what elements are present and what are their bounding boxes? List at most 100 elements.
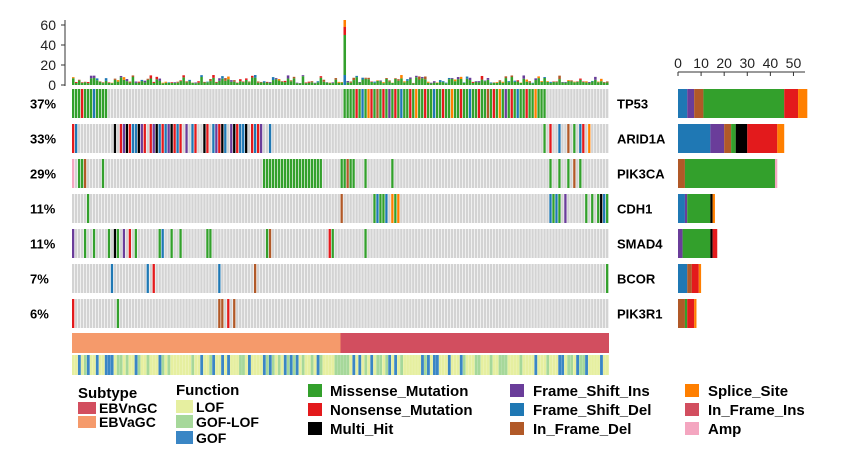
cell-tp53-nonsense <box>370 89 373 118</box>
top-bar-missense <box>462 82 466 85</box>
cell-bcor-empty <box>101 264 105 293</box>
cell-cdh1-empty <box>355 194 358 223</box>
top-bar-nonsense-mutation <box>471 81 475 83</box>
top-tick-label-40: 40 <box>40 37 56 53</box>
cell-tp53-splice-site <box>534 89 537 118</box>
cell-smad4-empty <box>409 229 412 258</box>
function-cell-lof <box>522 355 526 375</box>
cell-bcor-empty <box>468 264 472 293</box>
top-bar-frame-shift-del <box>447 77 451 80</box>
cell-smad4-empty <box>230 229 233 258</box>
function-cell-lof <box>173 355 177 375</box>
top-bar-missense <box>468 80 472 85</box>
cell-arid1a-empty <box>555 124 558 153</box>
cell-arid1a-frame-shift-del <box>191 124 194 153</box>
cell-pik3r1-empty <box>459 299 463 328</box>
cell-smad4-empty <box>370 229 373 258</box>
top-bar-in-frame-del <box>606 81 609 83</box>
cell-pik3r1-empty <box>600 299 603 328</box>
cell-smad4-empty <box>349 229 352 258</box>
cell-smad4-empty <box>582 229 585 258</box>
cell-tp53-missense <box>373 89 376 118</box>
top-bar-missense <box>242 82 245 85</box>
cell-smad4-empty <box>307 229 311 258</box>
cell-pik3r1-empty <box>498 299 501 328</box>
annotation-tracks <box>72 333 609 375</box>
top-bar-missense <box>447 79 451 85</box>
cell-smad4-empty <box>164 229 167 258</box>
cell-pik3ca-empty <box>492 159 495 188</box>
right-bar-pik3ca-in-frame-del <box>678 159 685 188</box>
cell-smad4-empty <box>325 229 328 258</box>
cell-pik3ca-empty <box>510 159 513 188</box>
top-bar-missense <box>430 83 433 85</box>
legend-swatch-gof-lof <box>176 415 193 428</box>
cell-tp53-missense <box>406 89 409 118</box>
cell-smad4-empty <box>295 229 299 258</box>
top-bar-frame-shift-ins <box>218 78 221 81</box>
cell-arid1a-empty <box>424 124 427 153</box>
cell-bcor-empty <box>313 264 316 293</box>
cell-smad4-empty <box>253 229 257 258</box>
function-cell-gof-lof <box>400 355 403 375</box>
top-bar-nonsense-mutation <box>239 79 242 82</box>
cell-tp53-empty <box>567 89 570 118</box>
top-bar-missense <box>292 78 296 85</box>
top-bar-missense <box>313 83 317 85</box>
top-bar-missense <box>558 79 561 85</box>
function-cell-lof <box>176 355 180 375</box>
cell-pik3ca-empty <box>570 159 573 188</box>
function-cell-lof <box>197 355 201 375</box>
function-cell-lof <box>152 355 156 375</box>
cell-smad4-empty <box>606 229 609 258</box>
cell-cdh1-empty <box>471 194 475 223</box>
cell-cdh1-empty <box>113 194 117 223</box>
top-bar-in-frame-del <box>334 78 338 80</box>
top-bar-splice-site <box>501 81 505 83</box>
cell-tp53-empty <box>119 89 123 118</box>
function-cell-lof <box>492 355 496 375</box>
function-cell-lof <box>230 355 233 375</box>
cell-tp53-empty <box>143 89 146 118</box>
cell-tp53-empty <box>179 89 182 118</box>
top-bar-splice-site <box>382 82 385 84</box>
cell-cdh1-empty <box>430 194 433 223</box>
cell-pik3ca-empty <box>382 159 385 188</box>
top-bar-frame-shift-del <box>316 81 320 83</box>
cell-arid1a-empty <box>316 124 319 153</box>
cell-tp53-nonsense <box>510 89 513 118</box>
cell-pik3ca-empty <box>325 159 328 188</box>
top-bar-missense <box>119 77 123 85</box>
cell-cdh1-empty <box>406 194 409 223</box>
cell-bcor-empty <box>86 264 90 293</box>
gene-pct-smad4: 11% <box>30 237 56 252</box>
cell-smad4-empty <box>251 229 254 258</box>
cell-smad4-empty <box>155 229 158 258</box>
function-cell-gof <box>435 355 439 375</box>
top-bar-frame-shift-ins <box>474 81 478 82</box>
top-bar-missense <box>376 80 379 85</box>
cell-bcor-empty <box>561 264 564 293</box>
cell-cdh1-empty <box>361 194 364 223</box>
cell-smad4-empty <box>298 229 302 258</box>
cell-pik3r1-empty <box>516 299 519 328</box>
legend-swatch-lof <box>176 400 193 413</box>
top-bar-missense <box>104 80 108 85</box>
cell-tp53-empty <box>245 89 248 118</box>
cell-pik3r1-empty <box>179 299 182 328</box>
cell-arid1a-empty <box>325 124 328 153</box>
cell-tp53-missense <box>346 89 349 118</box>
cell-arid1a-empty <box>337 124 340 153</box>
cell-pik3ca-empty <box>525 159 528 188</box>
cell-pik3ca-empty <box>507 159 510 188</box>
cell-pik3ca-empty <box>191 159 194 188</box>
cell-smad4-empty <box>104 229 108 258</box>
cell-bcor-empty <box>128 264 132 293</box>
function-cell-lof <box>122 355 126 375</box>
cell-tp53-nonsense <box>477 89 481 118</box>
right-bar-pik3r1-nonsense-mutation <box>687 299 695 328</box>
cell-smad4-empty <box>385 229 388 258</box>
cell-arid1a-empty <box>319 124 322 153</box>
cell-tp53-nonsense <box>80 89 84 118</box>
cell-cdh1-empty <box>119 194 123 223</box>
